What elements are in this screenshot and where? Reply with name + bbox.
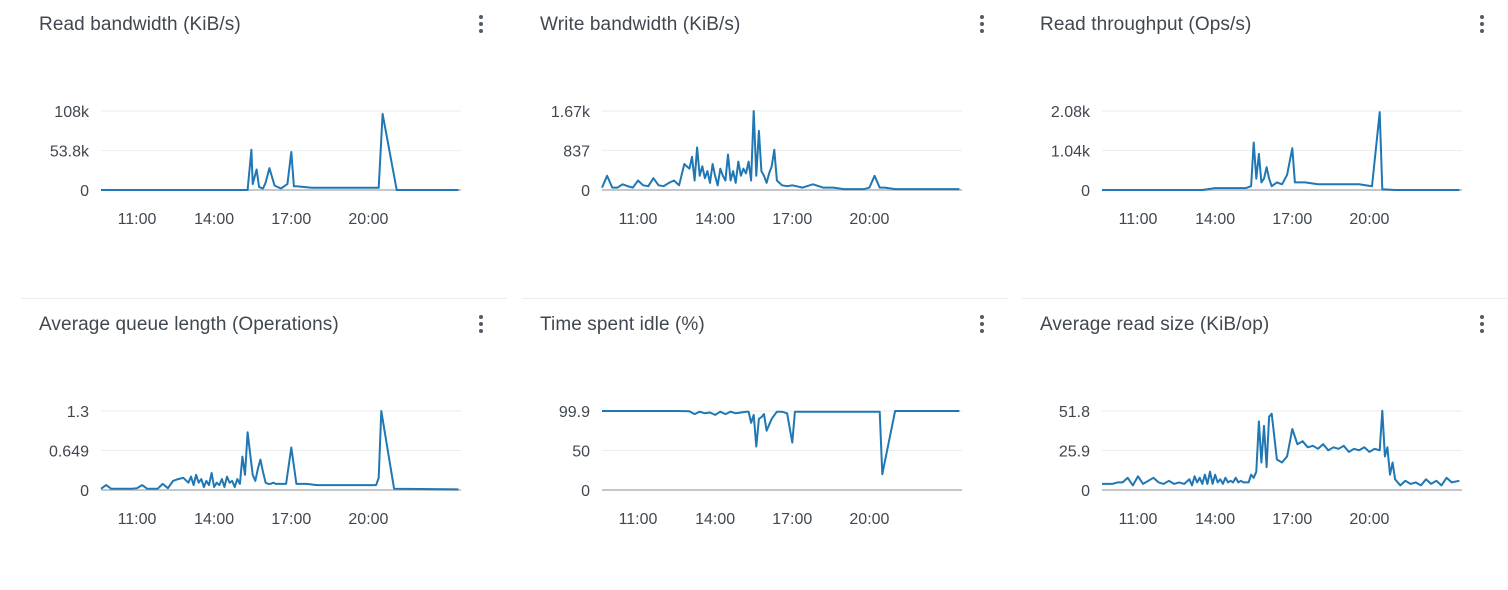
- x-tick-label: 20:00: [348, 511, 388, 528]
- x-tick-label: 17:00: [772, 511, 812, 528]
- x-tick-label: 14:00: [695, 511, 735, 528]
- row-divider: [522, 298, 1008, 299]
- y-tick-label: 0: [581, 483, 590, 500]
- vertical-ellipsis-icon[interactable]: [1475, 313, 1489, 339]
- series-line: [1102, 409, 1460, 487]
- series-line: [1102, 111, 1460, 191]
- x-tick-label: 17:00: [1272, 511, 1312, 528]
- x-tick-label: 14:00: [1195, 511, 1235, 528]
- x-tick-label: 17:00: [1272, 211, 1312, 228]
- row-divider: [1022, 298, 1508, 299]
- line-chart: 0 1.04k 2.08k 11:00 14:00 17:00 20:00: [1051, 104, 1462, 228]
- line-chart: 0 25.9 51.8 11:00 14:00 17:00 20:00: [1059, 404, 1462, 528]
- line-chart: 0 837 1.67k 11:00 14:00 17:00 20:00: [551, 104, 962, 228]
- y-tick-label: 0: [80, 483, 89, 500]
- x-tick-label: 14:00: [194, 511, 234, 528]
- x-tick-label: 11:00: [118, 211, 157, 228]
- x-tick-label: 17:00: [772, 211, 812, 228]
- x-tick-label: 20:00: [348, 211, 388, 228]
- y-tick-label: 0: [1081, 183, 1090, 200]
- x-tick-label: 14:00: [695, 211, 735, 228]
- x-tick-label: 14:00: [194, 211, 234, 228]
- chart-panel-read-throughput: Read throughput (Ops/s) 0 1.04k 2.08k 11:00…: [1022, 0, 1508, 290]
- x-tick-label: 11:00: [619, 211, 658, 228]
- series-line: [100, 410, 459, 491]
- x-tick-label: 20:00: [1349, 211, 1389, 228]
- chart-panel-write-bandwidth: Write bandwidth (KiB/s) 0 837 1.67k 11:00 14…: [522, 0, 1008, 290]
- vertical-ellipsis-icon[interactable]: [474, 13, 488, 39]
- chart-panel-average-queue-length: Average queue length (Operations) 0 0.649…: [21, 300, 507, 590]
- chart-panel-average-read-size: Average read size (KiB/op) 0 25.9 51.8 11:0…: [1022, 300, 1508, 590]
- y-tick-label: 99.9: [559, 404, 590, 421]
- y-tick-label: 1.04k: [1051, 144, 1091, 161]
- line-chart: 0 53.8k 108k 11:00 14:00 17:00 20:00: [50, 104, 461, 228]
- x-tick-label: 20:00: [849, 511, 889, 528]
- chart-title: Average queue length (Operations): [39, 314, 339, 335]
- y-tick-label: 1.67k: [551, 104, 591, 121]
- series-line: [602, 410, 960, 476]
- x-tick-label: 17:00: [271, 211, 311, 228]
- chart-title: Time spent idle (%): [540, 314, 705, 335]
- series-line: [101, 112, 459, 191]
- x-tick-label: 17:00: [271, 511, 311, 528]
- x-tick-label: 11:00: [118, 511, 157, 528]
- y-tick-label: 0: [1081, 483, 1090, 500]
- x-tick-label: 11:00: [1119, 511, 1158, 528]
- y-tick-label: 50: [572, 443, 590, 460]
- vertical-ellipsis-icon[interactable]: [975, 13, 989, 39]
- x-tick-label: 20:00: [1349, 511, 1389, 528]
- row-divider: [21, 298, 507, 299]
- y-tick-label: 53.8k: [50, 144, 90, 161]
- y-tick-label: 108k: [54, 104, 90, 121]
- y-tick-label: 0: [80, 183, 89, 200]
- vertical-ellipsis-icon[interactable]: [975, 313, 989, 339]
- series-line: [601, 110, 960, 191]
- x-tick-label: 14:00: [1195, 211, 1235, 228]
- line-chart: 0 50 99.9 11:00 14:00 17:00 20:00: [559, 404, 962, 528]
- y-tick-label: 51.8: [1059, 404, 1090, 421]
- x-tick-label: 11:00: [1119, 211, 1158, 228]
- chart-title: Average read size (KiB/op): [1040, 314, 1270, 335]
- y-tick-label: 0: [581, 183, 590, 200]
- x-tick-label: 20:00: [849, 211, 889, 228]
- y-tick-label: 0.649: [49, 444, 89, 461]
- x-tick-label: 11:00: [619, 511, 658, 528]
- vertical-ellipsis-icon[interactable]: [474, 313, 488, 339]
- y-tick-label: 1.3: [67, 404, 89, 421]
- chart-panel-read-bandwidth: Read bandwidth (KiB/s) 0 53.8k 108k 11:00 14…: [21, 0, 507, 290]
- chart-title: Write bandwidth (KiB/s): [540, 14, 741, 35]
- vertical-ellipsis-icon[interactable]: [1475, 13, 1489, 39]
- chart-panel-time-spent-idle: Time spent idle (%) 0 50 99.9 11:00 14:00 17:…: [522, 300, 1008, 590]
- line-chart: 0 0.649 1.3 11:00 14:00 17:00 20:00: [49, 404, 461, 528]
- y-tick-label: 837: [563, 143, 590, 160]
- y-tick-label: 2.08k: [1051, 104, 1091, 121]
- chart-title: Read throughput (Ops/s): [1040, 14, 1252, 35]
- chart-title: Read bandwidth (KiB/s): [39, 14, 241, 35]
- y-tick-label: 25.9: [1059, 444, 1090, 461]
